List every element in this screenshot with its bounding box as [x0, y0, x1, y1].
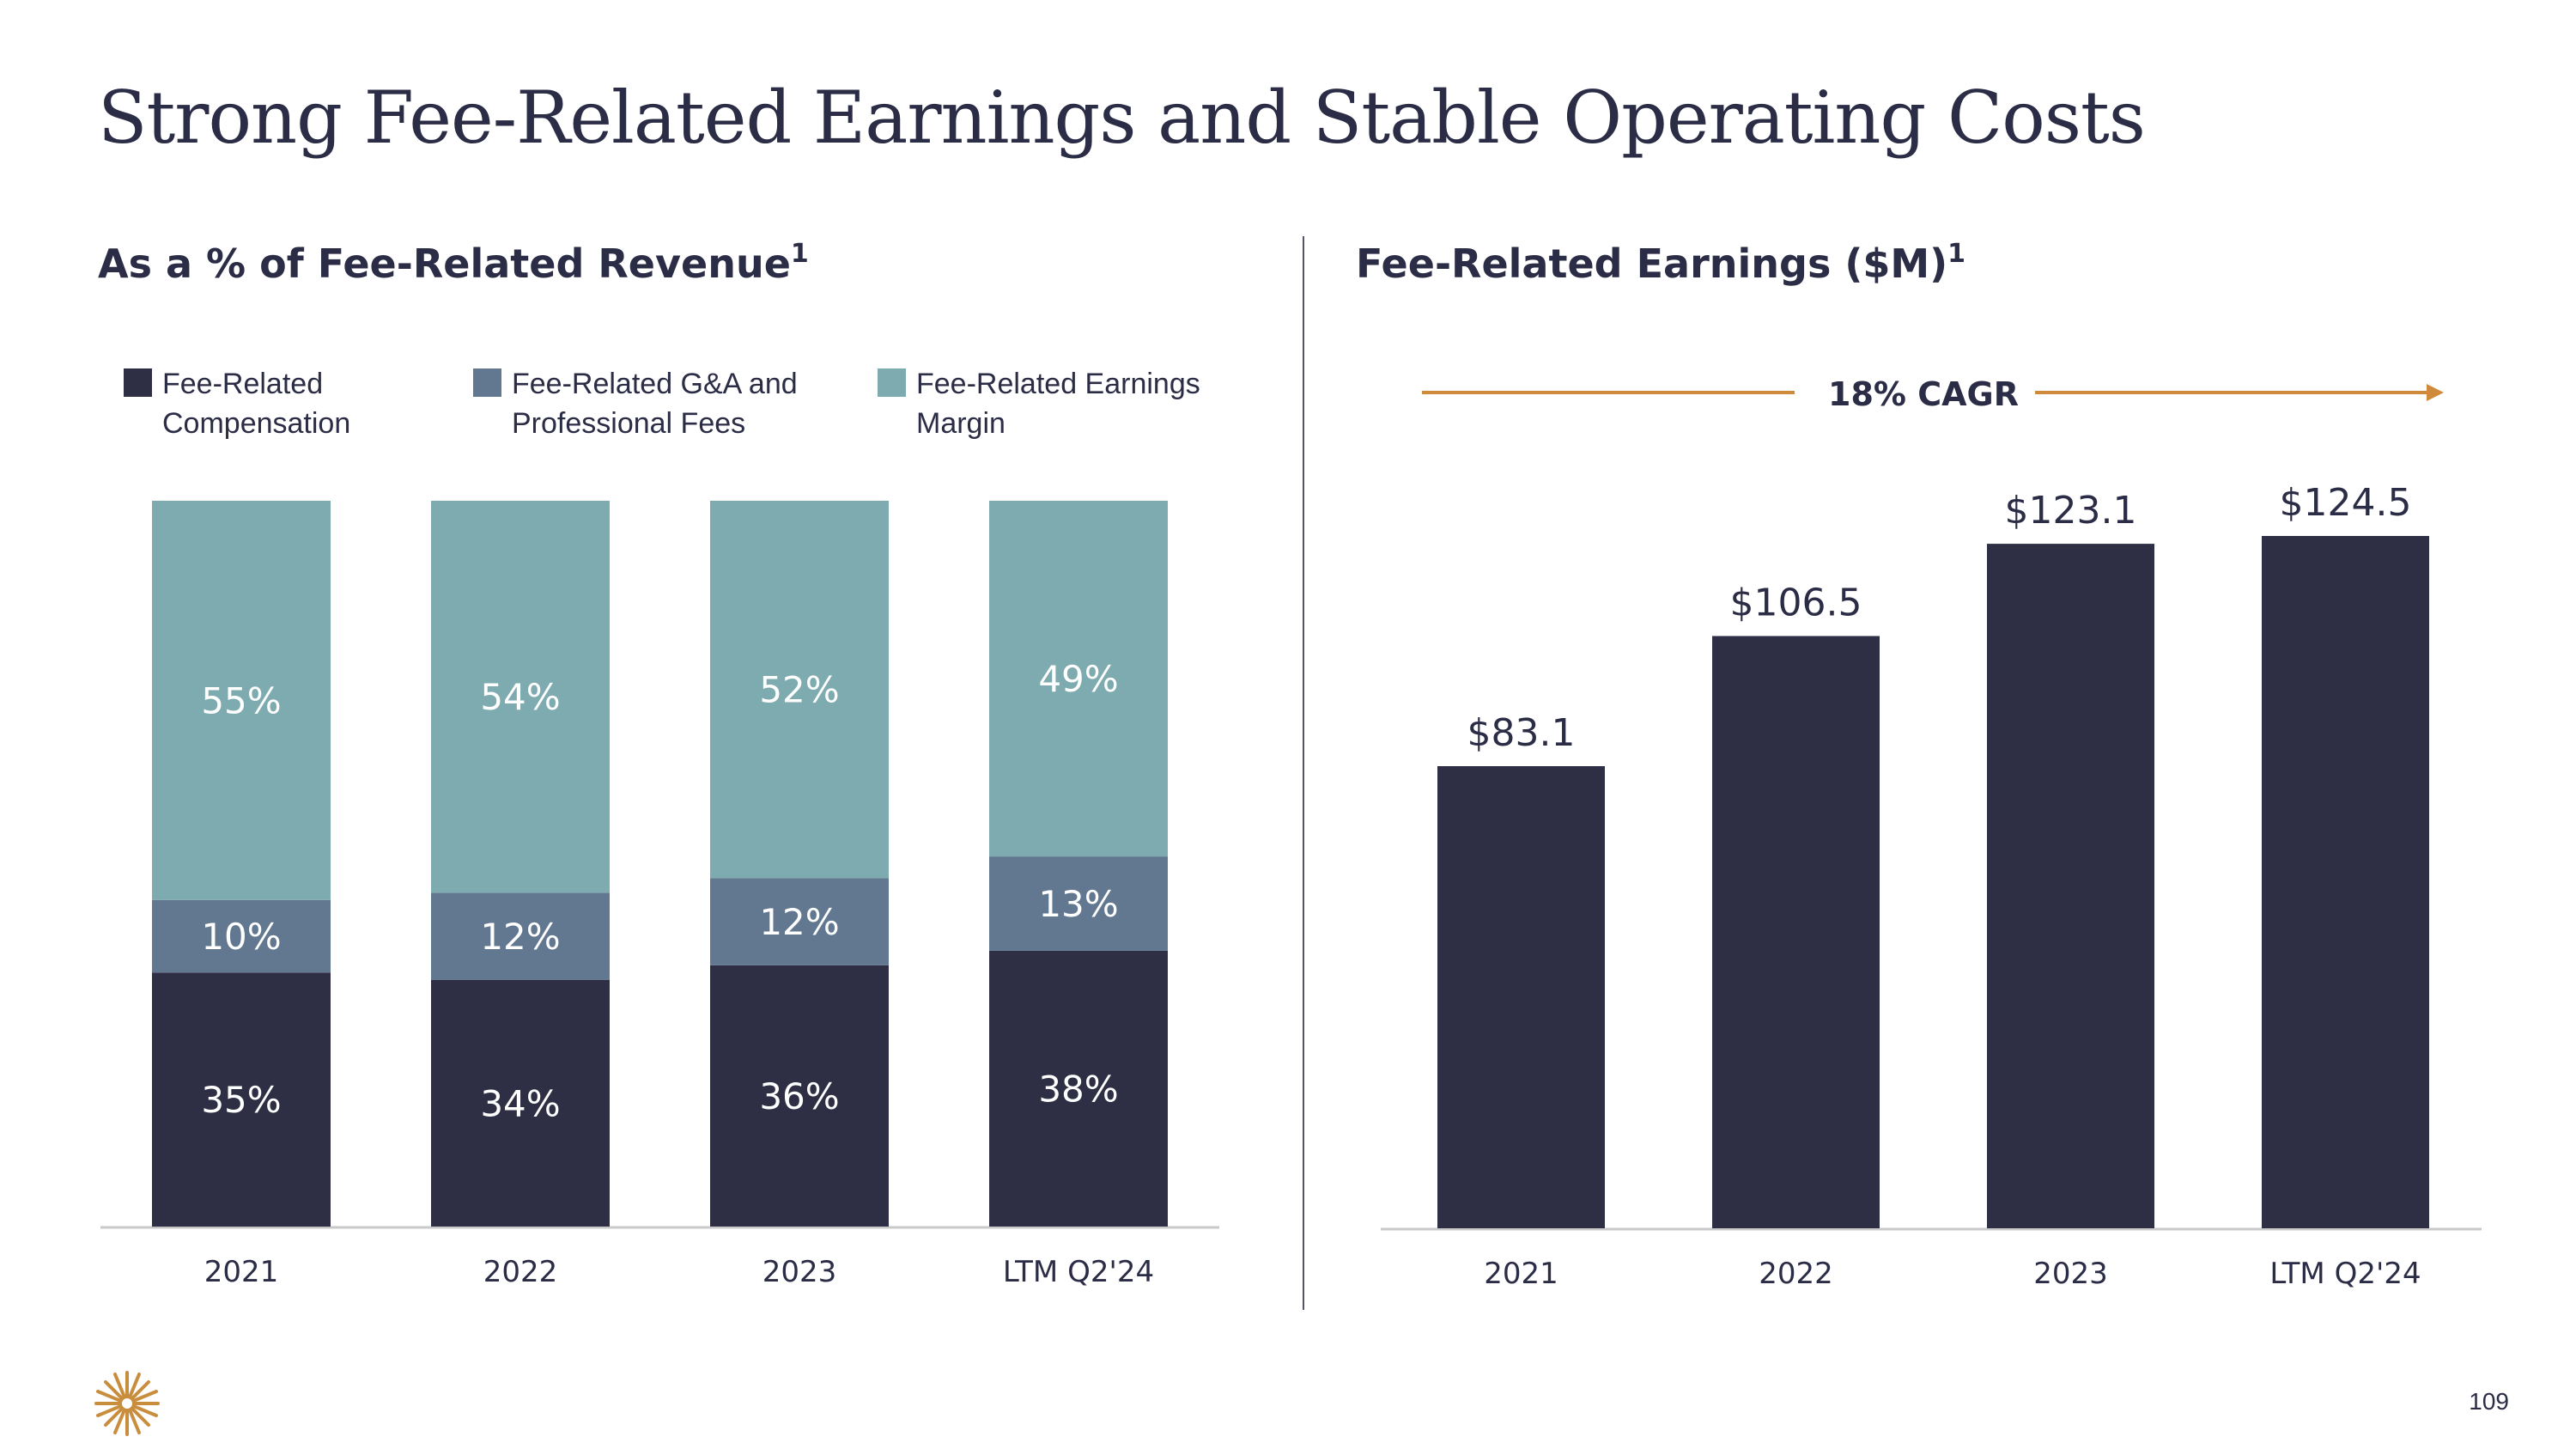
bar-fre-2023: [1987, 544, 2154, 1228]
bar-ga-ltm-q2-24: [989, 856, 1168, 951]
x-tick-label-2023: 2023: [762, 1255, 837, 1289]
bar-fre-2022: [1712, 636, 1880, 1228]
data-label-fre-2021: $83.1: [1467, 711, 1576, 755]
data-label-comp-ltm-q2-24: 38%: [1038, 1068, 1118, 1111]
legend-item-compensation: Fee-Related Compensation: [124, 364, 471, 443]
legend-label-ga-fees: Fee-Related G&A and Professional Fees: [512, 368, 798, 440]
bar-fre-2021: [1437, 766, 1605, 1228]
legend-item-earnings-margin: Fee-Related Earnings Margin: [878, 364, 1225, 443]
data-label-ga-2022: 12%: [480, 916, 560, 958]
bar-margin-2022: [431, 501, 610, 893]
data-label-ga-2023: 12%: [759, 901, 839, 943]
left-panel-title-text: As a % of Fee-Related Revenue: [98, 240, 791, 287]
company-logo: [93, 1369, 161, 1438]
x-tick-label-ltm-q2-24: LTM Q2'24: [1003, 1255, 1154, 1289]
bar-ga-2021: [152, 899, 331, 973]
bar-margin-ltm-q2-24: [989, 501, 1168, 857]
legend-label-earnings-margin: Fee-Related Earnings Margin: [916, 368, 1200, 440]
left-panel-footnote: 1: [790, 239, 809, 269]
data-label-fre-ltm-q2-24: $124.5: [2280, 481, 2412, 525]
right-panel-title: Fee-Related Earnings ($M)1: [1356, 239, 1965, 287]
x-tick-label-2021: 2021: [204, 1255, 279, 1289]
panel-divider: [1303, 236, 1304, 1310]
cagr-arrowhead-icon: [2427, 384, 2444, 401]
legend-swatch-earnings-margin: [878, 368, 906, 397]
data-label-margin-ltm-q2-24: 49%: [1038, 658, 1118, 700]
data-label-fre-2022: $106.5: [1730, 581, 1862, 625]
data-label-ga-ltm-q2-24: 13%: [1038, 883, 1118, 925]
bar-comp-2023: [710, 965, 889, 1227]
bar-fre-ltm-q2-24: [2262, 536, 2429, 1228]
legend-item-ga-fees: Fee-Related G&A and Professional Fees: [473, 364, 821, 443]
x-tick-label-fre-2022: 2022: [1759, 1257, 1833, 1291]
starburst-logo-icon: [94, 1371, 160, 1436]
bar-comp-2021: [152, 972, 331, 1227]
data-label-margin-2022: 54%: [480, 676, 560, 718]
bar-ga-2023: [710, 878, 889, 965]
data-label-margin-2021: 55%: [201, 679, 281, 721]
x-tick-label-fre-2023: 2023: [2033, 1257, 2108, 1291]
bar-comp-2022: [431, 979, 610, 1227]
right-panel-title-text: Fee-Related Earnings ($M): [1356, 240, 1948, 287]
data-label-comp-2022: 34%: [480, 1082, 560, 1124]
page-number: 109: [2469, 1388, 2509, 1415]
data-label-fre-2023: $123.1: [2005, 489, 2137, 533]
legend-label-compensation: Fee-Related Compensation: [162, 368, 351, 440]
legend-swatch-compensation: [124, 368, 152, 397]
data-label-ga-2021: 10%: [201, 916, 281, 958]
bar-margin-2023: [710, 501, 889, 879]
bar-ga-2022: [431, 892, 610, 980]
bar-comp-ltm-q2-24: [989, 950, 1168, 1227]
x-tick-label-fre-ltm-q2-24: LTM Q2'24: [2269, 1257, 2421, 1291]
legend-swatch-ga-fees: [473, 368, 501, 397]
data-label-comp-2023: 36%: [759, 1075, 839, 1117]
data-label-margin-2023: 52%: [759, 669, 839, 711]
x-tick-label-fre-2021: 2021: [1484, 1257, 1558, 1291]
x-tick-label-2022: 2022: [483, 1255, 558, 1289]
left-panel-title: As a % of Fee-Related Revenue1: [98, 239, 809, 287]
right-panel-footnote: 1: [1947, 239, 1966, 269]
cagr-label: 18% CAGR: [1828, 375, 2019, 413]
slide-title: Strong Fee-Related Earnings and Stable O…: [98, 76, 2146, 160]
data-label-comp-2021: 35%: [201, 1079, 281, 1121]
bar-margin-2021: [152, 501, 331, 900]
